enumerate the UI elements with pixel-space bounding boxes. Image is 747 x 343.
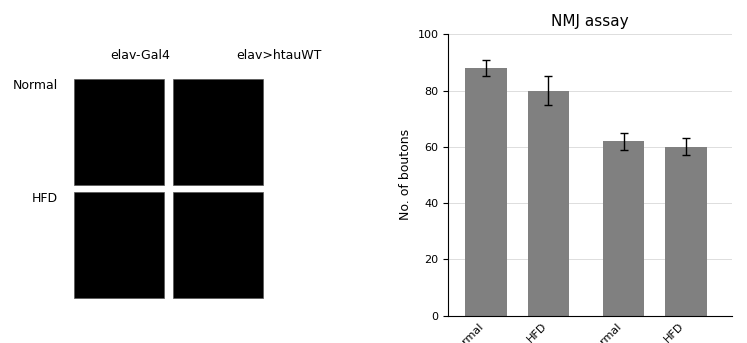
Bar (74, 192, 164, 298)
Bar (173, 192, 263, 298)
Bar (465, 68, 506, 316)
Text: Normal: Normal (12, 79, 58, 92)
Bar (666, 147, 707, 316)
Bar (173, 79, 263, 185)
Bar (527, 91, 569, 316)
Text: HFD: HFD (31, 192, 58, 205)
Text: elav>htauWT: elav>htauWT (237, 49, 322, 62)
Bar (74, 79, 164, 185)
Text: elav-Gal4: elav-Gal4 (110, 49, 170, 62)
Title: NMJ assay: NMJ assay (551, 14, 629, 29)
Y-axis label: No. of boutons: No. of boutons (399, 129, 412, 221)
Bar (603, 141, 645, 316)
